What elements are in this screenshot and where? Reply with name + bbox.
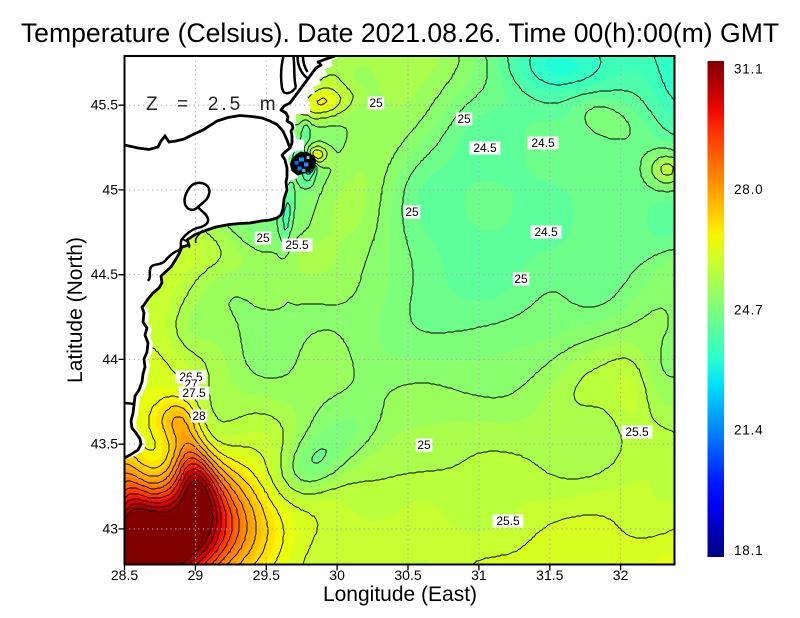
svg-text:25: 25 (514, 272, 528, 286)
svg-text:28: 28 (192, 409, 206, 423)
svg-text:Longitude (East): Longitude (East) (323, 583, 477, 606)
svg-text:21.4: 21.4 (734, 423, 763, 438)
svg-text:27.5: 27.5 (182, 386, 206, 400)
svg-text:31.5: 31.5 (536, 567, 563, 583)
svg-text:25.5: 25.5 (285, 238, 309, 252)
svg-text:Temperature (Celsius). Date 20: Temperature (Celsius). Date 2021.08.26. … (21, 18, 779, 48)
svg-text:25.5: 25.5 (496, 514, 520, 528)
svg-text:29.5: 29.5 (253, 567, 280, 583)
svg-text:25: 25 (457, 112, 471, 126)
svg-text:45.5: 45.5 (91, 97, 118, 113)
svg-text:25: 25 (256, 231, 270, 245)
svg-text:45: 45 (102, 181, 118, 197)
svg-text:43.5: 43.5 (91, 436, 118, 452)
svg-text:Latitude (North): Latitude (North) (64, 237, 87, 383)
svg-text:28.0: 28.0 (734, 182, 763, 197)
svg-text:29: 29 (188, 567, 204, 583)
svg-text:24.5: 24.5 (531, 136, 555, 150)
svg-text:30.5: 30.5 (394, 567, 421, 583)
svg-text:43: 43 (102, 520, 118, 536)
svg-text:24.5: 24.5 (473, 141, 497, 155)
svg-text:24.7: 24.7 (734, 302, 763, 317)
svg-text:31: 31 (471, 567, 487, 583)
svg-text:44: 44 (102, 351, 118, 367)
svg-text:32: 32 (613, 567, 629, 583)
svg-text:31.1: 31.1 (734, 62, 763, 77)
svg-text:25.5: 25.5 (625, 425, 649, 439)
svg-text:44.5: 44.5 (91, 266, 118, 282)
svg-text:30: 30 (329, 567, 345, 583)
svg-text:18.1: 18.1 (734, 543, 763, 558)
svg-text:24.5: 24.5 (534, 225, 558, 239)
svg-text:25: 25 (369, 96, 383, 110)
svg-text:25: 25 (405, 205, 419, 219)
svg-text:Z = 2.5 m: Z = 2.5 m (146, 94, 279, 115)
svg-text:28.5: 28.5 (111, 567, 138, 583)
svg-text:25: 25 (417, 438, 431, 452)
